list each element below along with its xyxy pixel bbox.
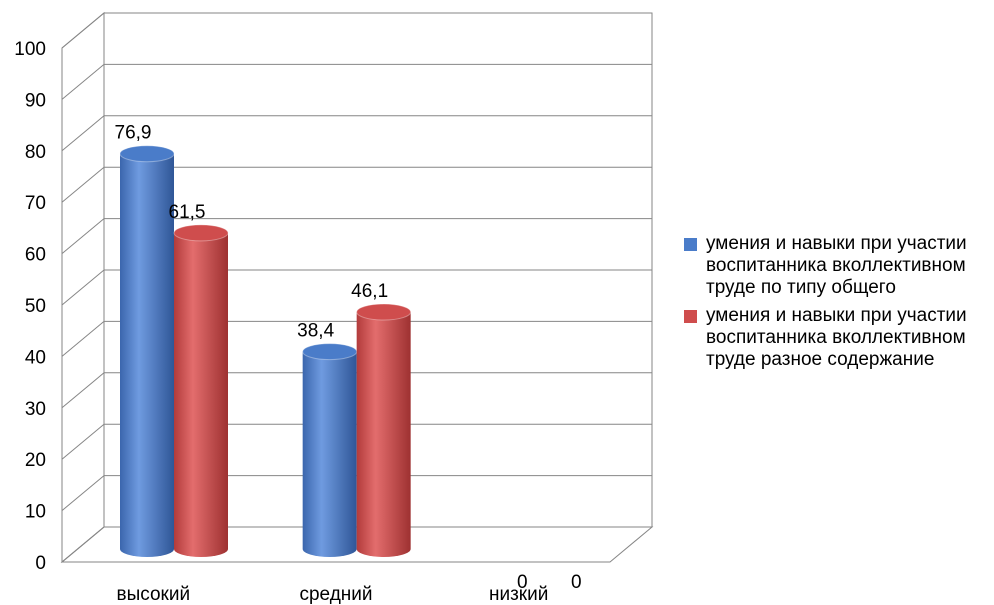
x-category-label: низкий (489, 584, 548, 605)
legend-label-series-2: умения и навыки при участии воспитанника… (706, 305, 967, 370)
gridline-side (61, 115, 105, 152)
x-category-label: средний (299, 584, 372, 605)
legend-item-series-2: умения и навыки при участии воспитанника… (684, 305, 992, 371)
bar-top (302, 343, 358, 361)
gridline-side (61, 321, 105, 357)
gridline-side (61, 12, 105, 49)
bar-body (174, 232, 228, 557)
data-label: 38,4 (297, 321, 334, 342)
y-tick-label: 70 (25, 193, 46, 214)
gridline-side (61, 269, 105, 306)
y-axis-ticks: 0 10 20 30 40 50 60 70 80 90 100 (14, 39, 46, 574)
y-tick-label: 0 (35, 553, 46, 574)
gridline-side (61, 372, 105, 409)
data-label: 0 (571, 572, 582, 593)
y-tick-label: 20 (25, 450, 46, 471)
legend-swatch-series-1 (684, 238, 697, 251)
x-category-label: высокий (117, 584, 191, 605)
y-tick-label: 80 (25, 142, 46, 163)
gridline-side (61, 218, 105, 254)
bar (302, 343, 358, 557)
bar-top (119, 145, 175, 163)
gridline-side (61, 423, 105, 460)
category-labels: высокий средний низкий (117, 584, 549, 605)
bar (119, 145, 175, 557)
data-label: 0 (517, 572, 528, 593)
y-tick-label: 90 (25, 90, 46, 111)
y-tick-label: 40 (25, 347, 46, 368)
legend-item-series-1: умения и навыки при участии воспитанника… (684, 233, 992, 299)
bar (173, 224, 229, 557)
y-tick-label: 60 (25, 245, 46, 266)
gridline-side (61, 526, 105, 563)
legend: умения и навыки при участии воспитанника… (684, 233, 992, 377)
gridline-side (61, 166, 105, 203)
data-label: 46,1 (351, 281, 388, 302)
legend-label-series-1: умения и навыки при участии воспитанника… (706, 233, 967, 298)
bar-body (120, 153, 174, 557)
y-tick-label: 100 (14, 39, 46, 60)
data-labels: 76,9 61,5 38,4 46,1 0 0 (115, 123, 582, 593)
legend-swatch-series-2 (684, 310, 697, 323)
bar-body (356, 312, 411, 557)
bar-top (356, 303, 412, 321)
bars (119, 145, 412, 557)
bar-top (173, 224, 229, 242)
bar-body (302, 351, 357, 557)
gridline-side (61, 64, 105, 100)
data-label: 61,5 (169, 202, 206, 223)
y-tick-label: 10 (25, 502, 46, 523)
bar (356, 303, 412, 557)
data-label: 76,9 (115, 123, 152, 144)
y-tick-label: 30 (25, 399, 46, 420)
gridline-side (61, 475, 105, 511)
y-tick-label: 50 (25, 296, 46, 317)
